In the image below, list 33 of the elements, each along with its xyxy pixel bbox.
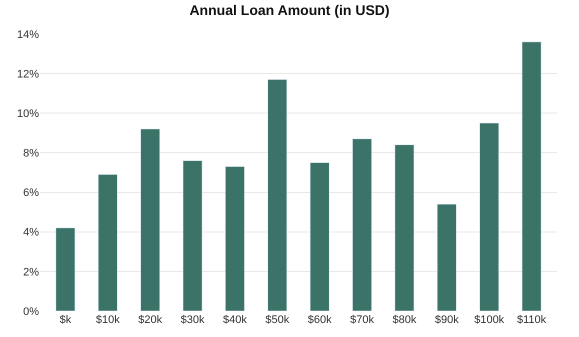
x-tick-label: $70k [350, 314, 374, 326]
y-tick-label: 6% [23, 187, 40, 200]
x-tick-label: $20k [138, 314, 163, 326]
x-tick-label: $80k [392, 314, 417, 326]
x-tick-label: $90k [434, 314, 460, 326]
y-tick-label: 8% [23, 148, 40, 160]
chart-title: Annual Loan Amount (in USD) [189, 2, 390, 18]
bar [182, 160, 202, 311]
y-tick-label: 10% [16, 108, 40, 120]
x-tick-label: $100k [474, 314, 505, 326]
y-tick-label: 14% [16, 28, 40, 41]
bar [479, 122, 499, 311]
x-tick-label: $110k [516, 314, 547, 326]
bar [437, 204, 457, 311]
bar [140, 128, 160, 311]
y-tick-label: 0% [23, 306, 40, 318]
bar [394, 144, 414, 311]
bar [56, 228, 76, 311]
x-tick-label: $40k [223, 314, 248, 326]
x-tick-label: $30k [180, 314, 205, 326]
y-tick-label: 4% [23, 226, 40, 239]
x-tick-label: $50k [265, 314, 290, 326]
bar [522, 42, 542, 311]
bar [225, 166, 245, 311]
bar [352, 138, 372, 311]
y-tick-label: 2% [23, 266, 40, 278]
bar [310, 162, 330, 311]
x-tick-label: $k [60, 314, 72, 326]
x-tick-label: $60k [308, 314, 332, 326]
y-tick-label: 12% [16, 68, 40, 80]
bar [98, 174, 118, 311]
x-tick-label: $10k [96, 314, 120, 326]
bar [268, 79, 288, 311]
